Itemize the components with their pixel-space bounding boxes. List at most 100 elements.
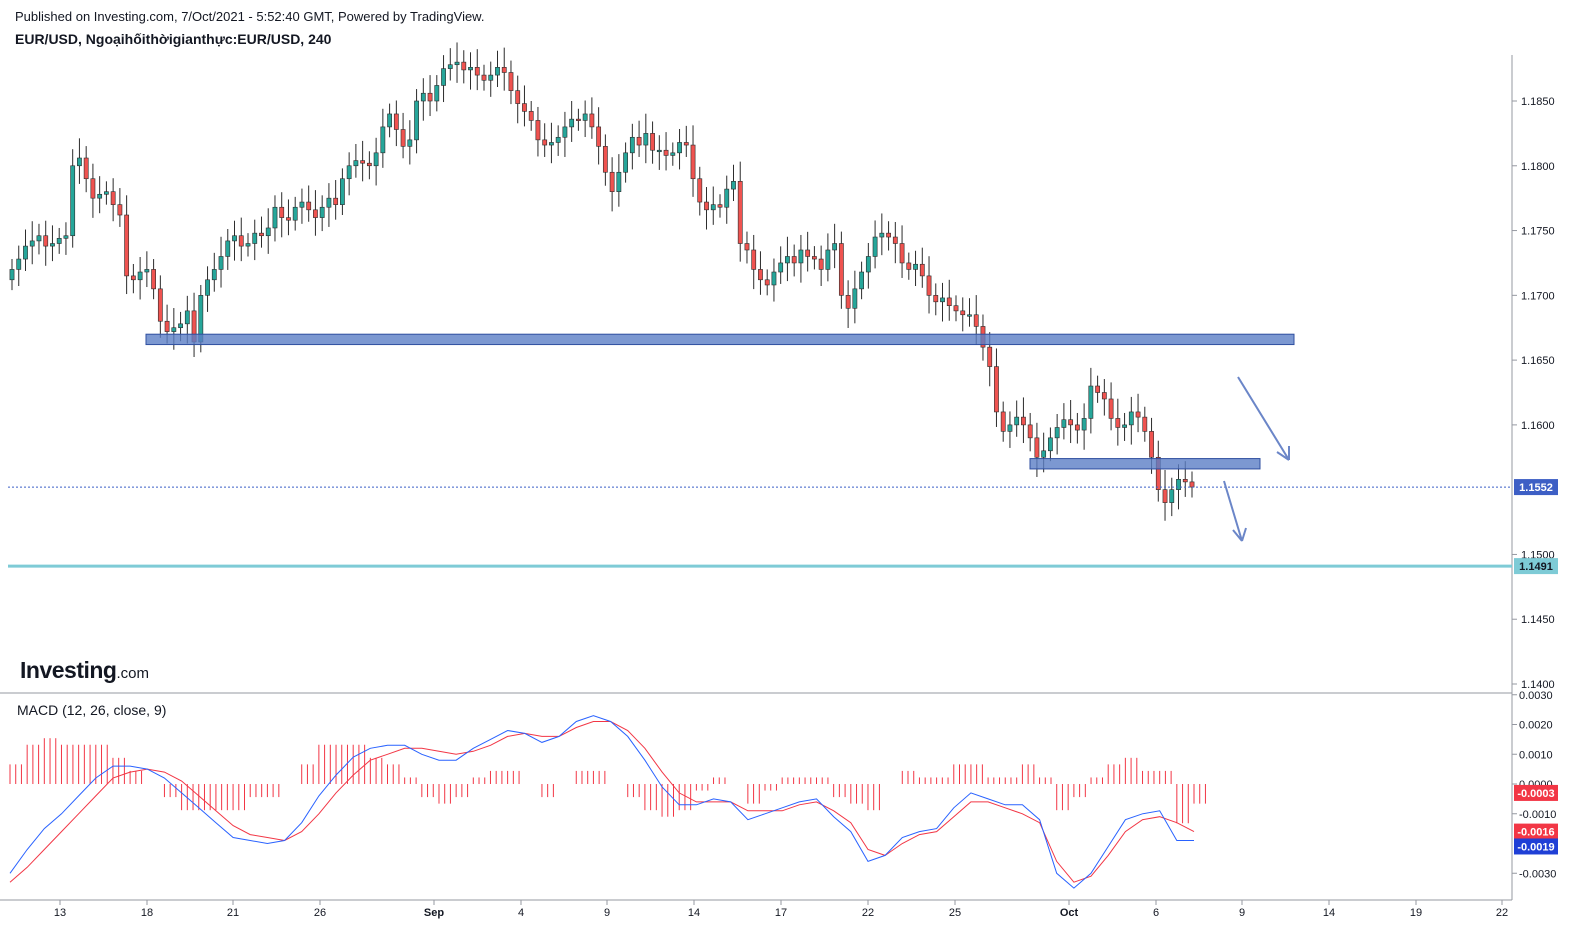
candle-body — [29, 240, 35, 247]
candle-body — [360, 160, 366, 164]
macd-tick-label: -0.0030 — [1519, 868, 1556, 880]
candle-body — [812, 256, 817, 260]
candle-body — [602, 146, 608, 173]
candle-body — [596, 126, 602, 147]
candle-body — [144, 269, 150, 273]
zones[interactable] — [145, 333, 1295, 470]
candle-body — [1034, 437, 1040, 458]
candle-body — [764, 279, 770, 286]
candle-body — [259, 232, 264, 237]
candle-body — [232, 235, 237, 242]
time-axis[interactable]: 13 18 21 26 Sep 4 9 14 17 22 25 Oct 6 9 14 19 22 — [54, 900, 1508, 919]
candle-body — [265, 227, 271, 237]
candle-body — [771, 271, 777, 286]
candle-body — [340, 178, 345, 205]
candle-body — [818, 258, 824, 270]
candle-body — [1128, 411, 1134, 426]
logo-brand: Investing — [20, 657, 117, 683]
candle-body — [791, 256, 797, 264]
candle-body — [488, 74, 494, 81]
candle-body — [1068, 419, 1074, 426]
candle-body — [656, 149, 662, 153]
candle-body — [1115, 418, 1121, 428]
candle-body — [137, 271, 143, 281]
candle-body — [744, 243, 750, 251]
candle-body — [1101, 392, 1107, 400]
candle-body — [677, 142, 682, 154]
candle-body — [326, 197, 332, 208]
candle-body — [778, 262, 784, 273]
candle-body — [798, 249, 804, 264]
resistance-zone-lower — [1029, 458, 1261, 470]
candle-body — [717, 204, 723, 208]
down-arrow-left — [1223, 480, 1247, 542]
candle-body — [1048, 437, 1053, 452]
candle-body — [414, 100, 419, 141]
time-tick-label: 14 — [1323, 907, 1335, 919]
candle-body — [589, 113, 595, 128]
price-tick-label: 1.1850 — [1521, 96, 1555, 108]
price-tick-label: 1.1800 — [1521, 161, 1555, 173]
price-tick-label: 1.1600 — [1521, 420, 1555, 432]
price-tick-label: 1.1700 — [1521, 290, 1555, 302]
candle-body — [926, 275, 932, 296]
candle-body — [1122, 424, 1127, 428]
candle-body — [825, 249, 831, 270]
candle-body — [9, 269, 15, 281]
candle-body — [77, 157, 82, 167]
candle-body — [279, 206, 285, 218]
candle-body — [987, 346, 993, 367]
candle-body — [70, 165, 76, 237]
candle-body — [899, 243, 905, 264]
candle-body — [933, 295, 939, 303]
candle-body — [582, 113, 588, 121]
candle-body — [636, 136, 642, 146]
candle-body — [1182, 479, 1188, 483]
candle-body — [994, 366, 999, 413]
candle-body — [481, 74, 487, 81]
candle-body — [420, 92, 426, 102]
candle-body — [535, 120, 541, 141]
candle-body — [90, 178, 96, 199]
candle-body — [785, 256, 790, 264]
macd-tick-label: 0.0030 — [1519, 690, 1553, 702]
candle-body — [758, 269, 763, 281]
candle-body — [616, 171, 622, 192]
candle-body — [1142, 416, 1148, 432]
candle-body — [865, 256, 871, 273]
candle-body — [913, 263, 918, 270]
candle-body — [1041, 450, 1047, 458]
resistance-zone-upper — [145, 333, 1295, 346]
candle-body — [205, 279, 210, 296]
candle-body — [427, 92, 433, 102]
candle-body — [650, 133, 655, 151]
candle-body — [1108, 398, 1114, 419]
candle-body — [468, 67, 473, 71]
candle-body — [43, 235, 49, 247]
candle-body — [852, 288, 858, 309]
candle-body — [542, 139, 548, 146]
candle-body — [245, 243, 251, 247]
candle-body — [461, 61, 467, 71]
macd-title: MACD (12, 26, close, 9) — [17, 702, 167, 718]
candle-body — [184, 310, 190, 325]
candle-body — [366, 162, 372, 167]
candle-body — [515, 90, 521, 104]
candle-body — [211, 269, 217, 281]
candle-body — [454, 61, 460, 66]
candle-body — [690, 144, 696, 180]
candle-body — [683, 142, 689, 146]
candle-body — [495, 67, 500, 76]
candle-body — [1074, 424, 1080, 431]
candle-body — [946, 297, 952, 306]
candle-body — [130, 275, 136, 281]
candle-body — [380, 126, 386, 154]
logo-suffix: .com — [116, 665, 149, 682]
candle-body — [724, 188, 730, 208]
candle-body — [973, 314, 979, 327]
price-axis[interactable]: 1.1850 1.1800 1.1750 1.1700 1.1650 1.1600 1.15… — [1512, 96, 1555, 691]
time-tick-label: 6 — [1153, 907, 1159, 919]
candle-body — [643, 133, 649, 146]
candle-body — [859, 271, 864, 290]
